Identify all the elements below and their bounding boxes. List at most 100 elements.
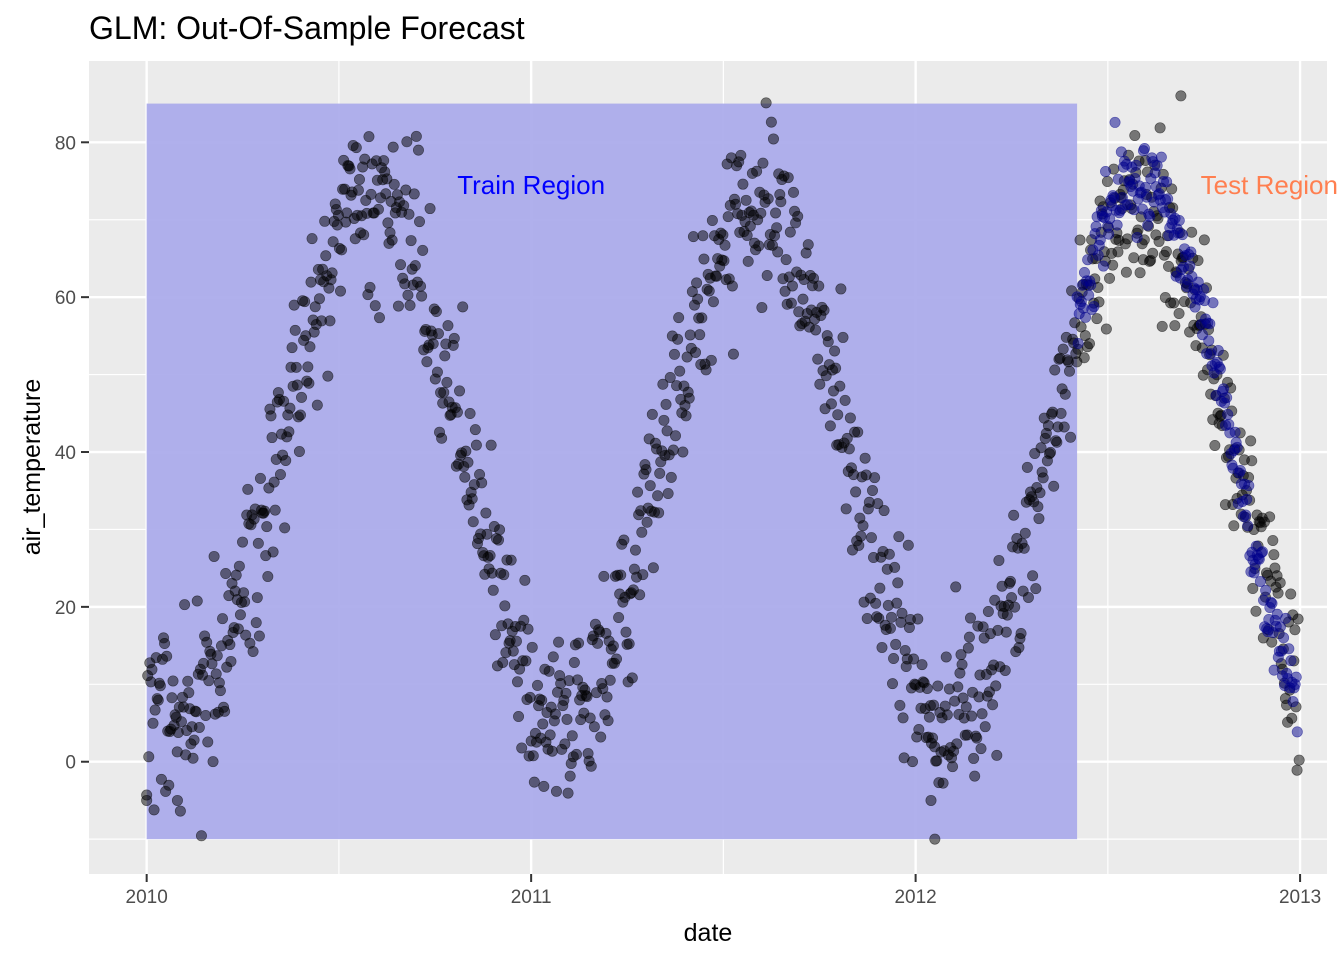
point-observed [722, 211, 734, 223]
point-observed [373, 312, 385, 324]
point-observed [694, 329, 706, 341]
point-observed [620, 626, 632, 638]
point-observed [1272, 587, 1284, 599]
point-observed [711, 270, 723, 282]
point-observed [867, 485, 879, 497]
point-observed [1163, 260, 1175, 272]
point-observed [195, 830, 207, 842]
point-observed [148, 804, 160, 816]
point-observed [1285, 588, 1297, 600]
point-observed [677, 446, 689, 458]
point-observed [284, 402, 296, 414]
points-layer [141, 90, 1305, 845]
point-observed [550, 785, 562, 797]
point-observed [674, 365, 686, 377]
point-observed [1051, 436, 1063, 448]
point-observed [573, 637, 585, 649]
point-observed [313, 293, 325, 305]
point-observed [305, 276, 317, 288]
point-forecast [1139, 142, 1151, 154]
point-observed [1027, 570, 1039, 582]
point-observed [771, 222, 783, 234]
point-observed [410, 130, 422, 142]
point-observed [964, 612, 976, 624]
point-observed [818, 304, 830, 316]
point-observed [293, 446, 305, 458]
point-observed [581, 691, 593, 703]
point-observed [928, 699, 940, 711]
point-observed [640, 464, 652, 476]
point-observed [464, 408, 476, 420]
point-observed [1009, 601, 1021, 613]
point-forecast [1231, 441, 1243, 453]
point-observed [320, 250, 332, 262]
point-observed [757, 157, 769, 169]
point-observed [561, 713, 573, 725]
point-forecast [1088, 301, 1100, 313]
point-observed [1074, 234, 1086, 246]
point-observed [884, 622, 896, 634]
point-observed [779, 285, 791, 297]
point-observed [570, 748, 582, 760]
point-observed [670, 430, 682, 442]
point-observed [225, 655, 237, 667]
point-observed [1246, 455, 1258, 467]
point-observed [962, 642, 974, 654]
point-observed [1264, 511, 1276, 523]
point-observed [664, 371, 676, 383]
point-observed [1129, 130, 1141, 142]
point-observed [1134, 267, 1146, 279]
point-observed [336, 244, 348, 256]
point-observed [532, 679, 544, 691]
point-observed [742, 255, 754, 267]
point-observed [296, 391, 308, 403]
point-observed [522, 623, 534, 635]
point-forecast [1278, 632, 1290, 644]
point-observed [921, 682, 933, 694]
point-observed [730, 198, 742, 210]
point-observed [430, 305, 442, 317]
point-observed [416, 290, 428, 302]
point-observed [825, 398, 837, 410]
point-observed [1286, 712, 1298, 724]
point-observed [527, 750, 539, 762]
point-observed [299, 296, 311, 308]
point-observed [1055, 407, 1067, 419]
x-tick-label: 2013 [1279, 887, 1321, 908]
point-observed [744, 220, 756, 232]
point-observed [559, 738, 571, 750]
point-observed [835, 283, 847, 295]
point-observed [824, 420, 836, 432]
point-observed [1293, 754, 1305, 766]
point-observed [1247, 582, 1259, 594]
point-observed [518, 614, 530, 626]
point-observed [526, 641, 538, 653]
train-region-layer [146, 103, 1078, 840]
point-observed [756, 302, 768, 314]
point-observed [1049, 364, 1061, 376]
point-observed [932, 680, 944, 692]
point-observed [304, 341, 316, 353]
point-observed [538, 780, 550, 792]
point-forecast [1285, 655, 1297, 667]
point-observed [1186, 226, 1198, 238]
point-observed [405, 235, 417, 247]
point-observed [697, 230, 709, 242]
point-observed [499, 600, 511, 612]
point-observed [1034, 487, 1046, 499]
point-observed [907, 756, 919, 768]
point-observed [885, 611, 897, 623]
point-forecast [1162, 193, 1174, 205]
point-observed [388, 178, 400, 190]
point-observed [350, 142, 362, 154]
point-forecast [1104, 213, 1116, 225]
point-observed [837, 331, 849, 343]
point-observed [520, 655, 532, 667]
point-observed [251, 592, 263, 604]
point-observed [641, 516, 653, 528]
point-observed [892, 577, 904, 589]
point-observed [564, 770, 576, 782]
point-observed [971, 732, 983, 744]
point-observed [822, 336, 834, 348]
